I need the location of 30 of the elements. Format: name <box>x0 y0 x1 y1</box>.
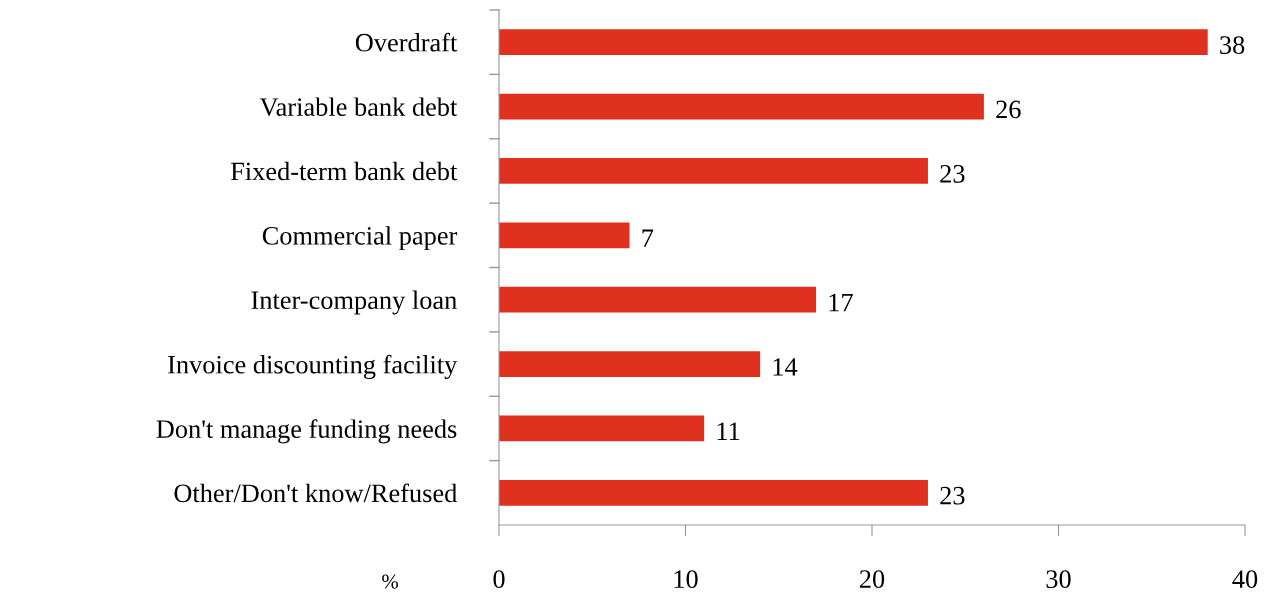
bar <box>499 479 928 506</box>
x-tick-label: 30 <box>1046 570 1071 589</box>
x-axis-title: % <box>382 574 399 589</box>
y-tick-label: Invoice discounting facility <box>168 354 458 380</box>
y-tick-label: Inter-company loan <box>251 290 457 315</box>
data-label: 11 <box>717 422 740 440</box>
bar <box>499 351 761 377</box>
data-label: 23 <box>940 486 965 505</box>
data-label: 38 <box>1220 36 1245 54</box>
x-tick-label: 40 <box>1232 570 1258 589</box>
y-tick-label: Variable bank debt <box>259 97 458 117</box>
data-label: 23 <box>940 164 965 183</box>
y-tick-label: Other/Don't know/Refused <box>174 483 458 503</box>
data-label: 7 <box>642 229 654 247</box>
bar <box>499 415 705 442</box>
bar <box>499 158 928 184</box>
data-label: 14 <box>773 358 798 376</box>
x-tick-label: 10 <box>674 570 698 589</box>
y-tick-label: Overdraft <box>355 32 458 52</box>
x-tick-label: 0 <box>493 570 505 589</box>
bar <box>499 222 630 249</box>
y-tick-label: Don't manage funding needs <box>156 419 457 444</box>
y-tick-label: Commercial paper <box>262 226 458 251</box>
data-label: 17 <box>829 293 853 312</box>
bar <box>499 29 1208 56</box>
x-tick-label: 20 <box>859 570 885 589</box>
bar <box>499 93 984 120</box>
bar <box>499 286 817 313</box>
y-tick-label: Fixed-term bank debt <box>230 161 458 181</box>
data-label: 26 <box>996 100 1021 119</box>
